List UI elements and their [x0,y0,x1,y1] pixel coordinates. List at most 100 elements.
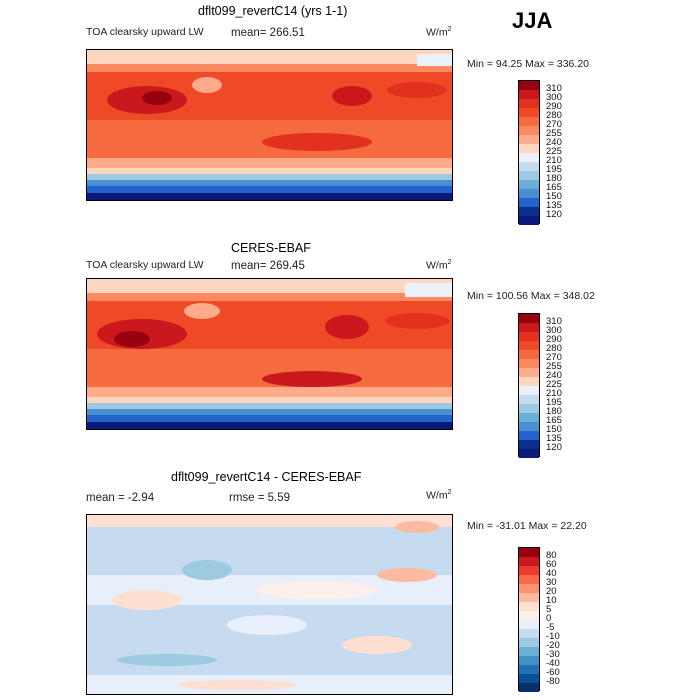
colorbar-segment [519,440,539,449]
colorbar-tick-label: -20 [546,640,560,651]
colorbar-tick-label: 120 [546,442,562,453]
panel1-mean: mean= 266.51 [231,27,305,39]
panel2-map [86,278,453,430]
colorbar-tick-label: 225 [546,379,562,390]
colorbar-segment [519,81,539,90]
colorbar-tick-label: -40 [546,658,560,669]
colorbar-segment [519,593,539,602]
panel1-title: dflt099_revertC14 (yrs 1-1) [198,4,348,18]
colorbar-tick-label: -5 [546,622,555,633]
panel1-field-label: TOA clearsky upward LW [86,26,204,38]
panel2-field-label: TOA clearsky upward LW [86,259,204,271]
colorbar-segment [519,368,539,377]
colorbar-tick-label: 300 [546,325,562,336]
colorbar-tick-label: 290 [546,334,562,345]
colorbar-segment [519,620,539,629]
colorbar-tick-label: 300 [546,92,562,103]
colorbar-segment [519,413,539,422]
season-label: JJA [512,8,553,33]
colorbar-tick-label: -10 [546,631,560,642]
colorbar-tick-label: 270 [546,119,562,130]
colorbar-segment [519,189,539,198]
colorbar-tick-label: 195 [546,397,562,408]
colorbar-segment [519,449,539,458]
colorbar-tick-label: 180 [546,406,562,417]
colorbar-segment [519,674,539,683]
colorbar-segment [519,350,539,359]
panel3-minmax: Min = -31.01 Max = 22.20 [467,520,587,532]
colorbar-tick-label: 150 [546,424,562,435]
colorbar-segment [519,144,539,153]
colorbar-segment [519,180,539,189]
panel1-minmax: Min = 94.25 Max = 336.20 [467,58,589,70]
colorbar-segment [519,575,539,584]
colorbar-segment [519,198,539,207]
colorbar-tick-label: 30 [546,577,557,588]
colorbar-tick-label: 280 [546,343,562,354]
colorbar-segment [519,117,539,126]
colorbar-tick-label: 240 [546,137,562,148]
panel3-units: W/m2 [426,489,452,502]
colorbar-tick-label: 135 [546,200,562,211]
colorbar-tick-label: 290 [546,101,562,112]
colorbar-segment [519,99,539,108]
colorbar-tick-label: 165 [546,415,562,426]
panel2-units: W/m2 [426,259,452,272]
colorbar-tick-label: -30 [546,649,560,660]
colorbar-segment [519,647,539,656]
colorbar-segment [519,153,539,162]
colorbar-segment [519,171,539,180]
colorbar-segment [519,557,539,566]
colorbar-tick-label: 270 [546,352,562,363]
colorbar-segment [519,108,539,117]
panel2-minmax: Min = 100.56 Max = 348.02 [467,290,595,302]
panel3-rmse: rmse = 5.59 [229,492,291,504]
colorbar-segment [519,207,539,216]
colorbar-segment [519,404,539,413]
panel3-colorbar [518,547,540,692]
colorbar-tick-label: 210 [546,388,562,399]
colorbar-segment [519,584,539,593]
colorbar-segment [519,602,539,611]
colorbar-segment [519,126,539,135]
colorbar-tick-label: 40 [546,568,557,579]
panel2-title: CERES-EBAF [231,241,311,255]
colorbar-tick-label: 240 [546,370,562,381]
colorbar-segment [519,332,539,341]
colorbar-tick-label: 80 [546,550,557,561]
colorbar-segment [519,665,539,674]
colorbar-segment [519,90,539,99]
colorbar-tick-label: 5 [546,604,552,615]
colorbar-tick-label: 255 [546,361,562,372]
colorbar-tick-label: 120 [546,209,562,220]
panel1-map [86,49,453,201]
colorbar-segment [519,566,539,575]
panel3-title: dflt099_revertC14 - CERES-EBAF [171,470,362,484]
colorbar-segment [519,548,539,557]
colorbar-segment [519,314,539,323]
colorbar-tick-label: 150 [546,191,562,202]
colorbar-tick-label: 225 [546,146,562,157]
colorbar-segment [519,386,539,395]
colorbar-tick-label: 310 [546,316,562,327]
colorbar-segment [519,656,539,665]
colorbar-segment [519,611,539,620]
colorbar-tick-label: -60 [546,667,560,678]
colorbar-segment [519,422,539,431]
colorbar-segment [519,629,539,638]
colorbar-segment [519,683,539,692]
colorbar-tick-label: 135 [546,433,562,444]
colorbar-tick-label: 310 [546,83,562,94]
panel1-units: W/m2 [426,26,452,39]
colorbar-segment [519,216,539,225]
colorbar-segment [519,395,539,404]
colorbar-segment [519,135,539,144]
colorbar-tick-label: 195 [546,164,562,175]
colorbar-tick-label: 165 [546,182,562,193]
colorbar-segment [519,162,539,171]
panel2-colorbar [518,313,540,458]
colorbar-segment [519,323,539,332]
colorbar-segment [519,638,539,647]
colorbar-tick-label: -80 [546,676,560,687]
colorbar-tick-label: 0 [546,613,552,624]
